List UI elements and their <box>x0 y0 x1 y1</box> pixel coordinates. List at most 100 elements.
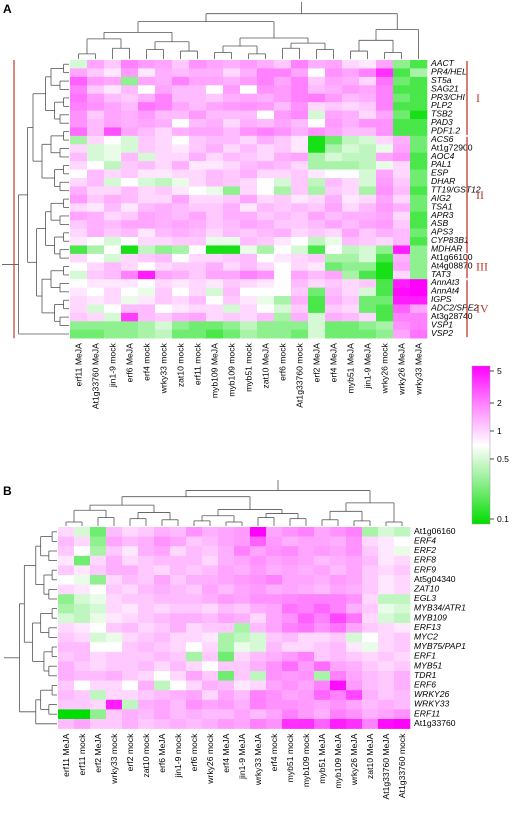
heat-cell <box>325 237 343 246</box>
heat-cell <box>74 584 91 595</box>
heat-cell <box>138 245 156 255</box>
heat-cell <box>266 719 283 729</box>
heat-cell <box>394 632 411 643</box>
heat-cell <box>155 186 173 196</box>
heat-cell <box>172 312 190 322</box>
heat-cell <box>186 575 203 585</box>
heat-cell <box>206 270 224 280</box>
heat-cell <box>218 642 235 653</box>
heat-cell <box>189 279 207 288</box>
heat-cell <box>70 304 88 314</box>
heat-cell <box>240 329 258 339</box>
heat-cell <box>266 613 283 624</box>
heat-cell <box>155 119 173 128</box>
heat-cell <box>172 119 190 128</box>
heat-cell <box>138 536 155 547</box>
heat-cell <box>359 178 377 187</box>
heat-cell <box>342 68 360 78</box>
heat-cell <box>154 594 171 605</box>
heat-cell <box>257 312 275 322</box>
heat-cell <box>172 321 190 331</box>
heat-cell <box>138 719 155 729</box>
heat-cell <box>298 575 315 585</box>
heat-cell <box>362 690 379 701</box>
heat-cell <box>172 203 190 213</box>
heat-cell <box>58 632 75 643</box>
heat-cell <box>266 699 283 710</box>
heat-cell <box>257 220 275 229</box>
heat-cell <box>291 228 309 238</box>
heat-cell <box>70 270 88 280</box>
heat-cell <box>393 270 411 280</box>
heat-cell <box>70 329 88 339</box>
heat-cell <box>274 321 292 331</box>
heat-cell <box>378 594 395 605</box>
row-label: VSP1 <box>431 319 453 329</box>
heat-cell <box>359 270 377 280</box>
heat-cell <box>87 253 105 263</box>
heat-cell <box>394 555 411 566</box>
heat-cell <box>206 312 224 322</box>
heat-cell <box>223 152 241 162</box>
heat-cell <box>138 93 156 103</box>
heat-cell <box>202 680 219 691</box>
heat-cell <box>189 135 207 145</box>
heat-cell <box>206 211 224 221</box>
heat-cell <box>154 623 171 633</box>
row-label: IGPS <box>431 294 452 304</box>
column-label: erf2 mock <box>125 733 135 771</box>
heat-cell <box>170 565 187 576</box>
heat-cell <box>223 245 241 255</box>
heat-cell <box>257 237 275 246</box>
heat-cell <box>325 304 343 314</box>
row-label: AnnAt3 <box>430 277 459 287</box>
heat-cell <box>314 623 331 633</box>
heat-cell <box>394 651 411 662</box>
heat-cell <box>346 613 363 624</box>
heat-cell <box>70 144 88 154</box>
heat-cell <box>257 68 275 78</box>
heat-cell <box>274 68 292 78</box>
legend-ticks: 5 2 1 0.5 0.1 <box>490 366 509 524</box>
heat-cell <box>138 85 156 95</box>
heat-cell <box>359 228 377 238</box>
heat-cell <box>330 575 347 585</box>
column-label: wrky26 mock <box>205 733 215 785</box>
heat-cell <box>266 527 283 537</box>
heat-cell <box>240 253 258 263</box>
heat-cell <box>346 575 363 585</box>
heat-cell <box>172 245 190 255</box>
heat-cell <box>138 546 155 557</box>
heat-cell <box>378 584 395 595</box>
heat-cell <box>394 546 411 557</box>
heat-cell <box>104 152 122 162</box>
heat-cell <box>189 203 207 213</box>
heat-cell <box>186 555 203 566</box>
heat-cell <box>308 312 326 322</box>
heat-cell <box>206 253 224 263</box>
heat-cell <box>234 690 251 701</box>
heat-cell <box>74 565 91 576</box>
heat-cell <box>393 110 411 120</box>
heat-cell <box>394 680 411 691</box>
heat-cell <box>410 178 428 187</box>
heat-cell <box>189 194 207 204</box>
row-label: ESP <box>431 168 448 178</box>
heat-cell <box>74 699 91 710</box>
heat-cell <box>308 321 326 331</box>
heat-cell <box>250 603 267 614</box>
heat-cell <box>274 220 292 229</box>
heat-cell <box>170 690 187 701</box>
column-label: erf11 MeJA <box>74 343 84 387</box>
column-labels-a: erf11 MeJA At1g33760 MeJA jin1-9 mock erf6 … <box>74 342 424 409</box>
heat-cell <box>308 304 326 314</box>
heat-cell <box>138 237 156 246</box>
heat-cell <box>189 178 207 187</box>
heat-cell <box>87 329 105 339</box>
heat-cell <box>257 194 275 204</box>
heat-cell <box>218 565 235 576</box>
heat-cell <box>170 699 187 710</box>
heat-cell <box>234 632 251 643</box>
heat-cell <box>342 253 360 263</box>
heat-cell <box>325 85 343 95</box>
